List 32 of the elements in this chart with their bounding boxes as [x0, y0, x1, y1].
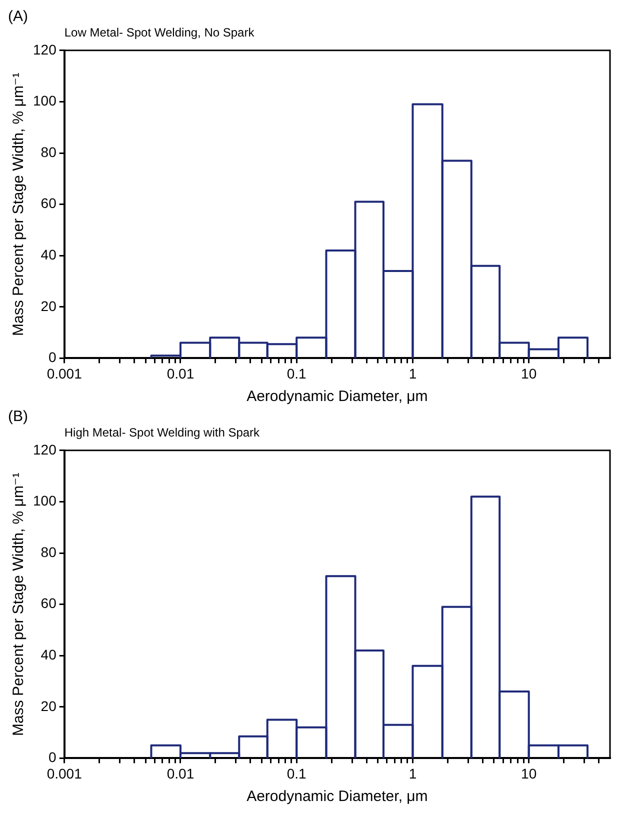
x-tick-label: 0.01	[166, 765, 194, 782]
y-tick-label: 60	[40, 195, 57, 212]
y-tick-label: 120	[33, 441, 57, 458]
x-tick-label: 0.001	[46, 765, 82, 782]
x-tick-label: 0.01	[166, 365, 194, 382]
y-tick-label: 80	[40, 544, 57, 560]
x-tick-label: 1	[408, 765, 417, 782]
chart-title: (B)	[8, 408, 28, 426]
chart-subtitle: Low Metal- Spot Welding, No Spark	[64, 26, 256, 40]
x-tick-label: 1	[408, 365, 417, 382]
chart-title: (A)	[8, 8, 28, 26]
y-axis-title: Mass Percent per Stage Width, % μm⁻¹	[10, 72, 28, 336]
x-axis-title: Aerodynamic Diameter, μm	[246, 788, 428, 806]
x-tick-label: 10	[521, 765, 537, 782]
x-tick-label: 0.1	[286, 765, 307, 782]
y-tick-label: 0	[48, 749, 57, 766]
x-axis-title: Aerodynamic Diameter, μm	[246, 388, 428, 406]
y-tick-label: 40	[40, 246, 57, 262]
x-tick-label: 0.001	[46, 365, 82, 382]
x-tick-label: 0.1	[286, 365, 307, 382]
y-tick-label: 60	[40, 595, 57, 612]
y-tick-label: 100	[33, 92, 57, 109]
y-tick-label: 20	[40, 698, 57, 714]
y-axis-title: Mass Percent per Stage Width, % μm⁻¹	[10, 472, 28, 736]
chart-subtitle: High Metal- Spot Welding with Spark	[64, 426, 261, 440]
y-tick-label: 20	[40, 298, 57, 314]
y-tick-label: 0	[48, 349, 57, 366]
y-tick-label: 40	[40, 646, 57, 662]
y-tick-label: 120	[33, 41, 57, 58]
y-tick-label: 80	[40, 144, 57, 160]
y-tick-label: 100	[33, 492, 57, 509]
x-tick-label: 10	[521, 365, 537, 382]
